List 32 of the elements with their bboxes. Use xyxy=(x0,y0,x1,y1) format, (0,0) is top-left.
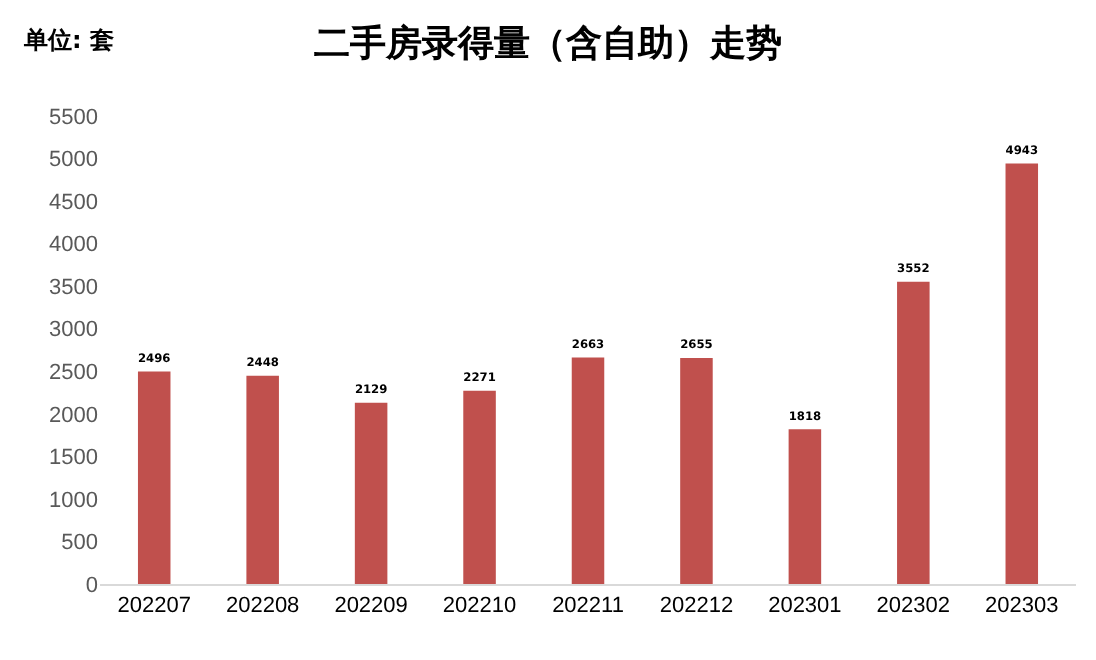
bar xyxy=(788,429,822,584)
bar xyxy=(571,357,605,584)
y-tick-label: 1500 xyxy=(49,446,98,471)
y-tick-label: 2500 xyxy=(49,360,98,385)
y-tick-label: 3000 xyxy=(49,318,98,343)
y-tick-label: 3500 xyxy=(49,275,98,300)
x-tick-label: 202211 xyxy=(552,594,624,619)
bar xyxy=(246,375,279,584)
x-tick-label: 202212 xyxy=(659,594,734,619)
bar xyxy=(354,402,388,584)
bar xyxy=(680,358,713,584)
x-tick-label: 202301 xyxy=(768,594,842,619)
y-tick-label: 2000 xyxy=(49,403,98,428)
x-tick-label: 202208 xyxy=(225,594,300,619)
text: 单位: 套 xyxy=(22,26,114,54)
y-tick-label: 0 xyxy=(85,573,98,598)
y-tick-label: 5500 xyxy=(49,105,98,130)
bar xyxy=(463,390,496,584)
x-tick-label: 202209 xyxy=(334,594,408,619)
x-tick-label: 202303 xyxy=(985,594,1059,619)
y-tick-label: 4000 xyxy=(49,233,98,258)
x-tick-label: 202210 xyxy=(442,594,517,619)
chart-title: 二手房录得量（含自助）走势 xyxy=(314,22,782,65)
y-tick-label: 1000 xyxy=(49,488,98,513)
bar xyxy=(897,281,930,584)
bar xyxy=(1005,163,1039,584)
x-tick-label: 202302 xyxy=(876,594,951,619)
y-tick-label: 5000 xyxy=(49,148,98,173)
bar xyxy=(137,371,171,584)
y-tick-label: 4500 xyxy=(49,190,98,215)
x-tick-label: 202207 xyxy=(117,594,191,619)
y-tick-label: 500 xyxy=(61,531,98,556)
